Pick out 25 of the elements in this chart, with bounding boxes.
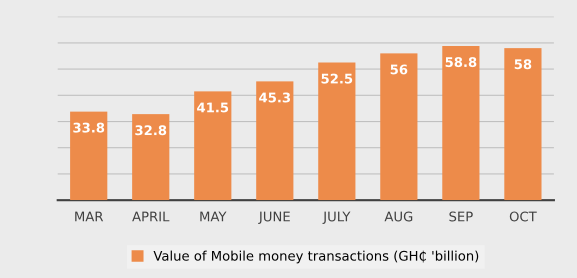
x-tick-label: JULY: [322, 212, 350, 224]
data-label: 45.3: [259, 92, 290, 102]
data-label: 33.8: [73, 122, 104, 133]
x-tick-label: MAY: [200, 212, 227, 222]
bar: [318, 62, 356, 200]
bar: [132, 114, 170, 200]
bar: [256, 81, 294, 200]
data-label: 56: [390, 64, 408, 74]
legend-label: Value of Mobile money transactions (GH₵ 'billion): [153, 250, 478, 264]
bar: [442, 46, 480, 200]
x-tick-label: SEP: [449, 212, 473, 222]
bar: [194, 91, 232, 200]
bar: [504, 48, 542, 200]
x-tick-label: JUNE: [258, 212, 290, 224]
bar: [380, 53, 418, 200]
data-label: 41.5: [197, 102, 228, 112]
data-label: 58.8: [446, 57, 476, 68]
x-tick-label: OCT: [510, 212, 537, 222]
data-label: 32.8: [135, 125, 166, 136]
data-label: 58: [514, 59, 532, 70]
data-label: 52.5: [322, 74, 352, 84]
x-tick-label: APRIL: [132, 212, 170, 222]
bar: [70, 112, 108, 200]
x-tick-label: MAR: [75, 212, 104, 222]
x-tick-label: AUG: [384, 212, 412, 222]
